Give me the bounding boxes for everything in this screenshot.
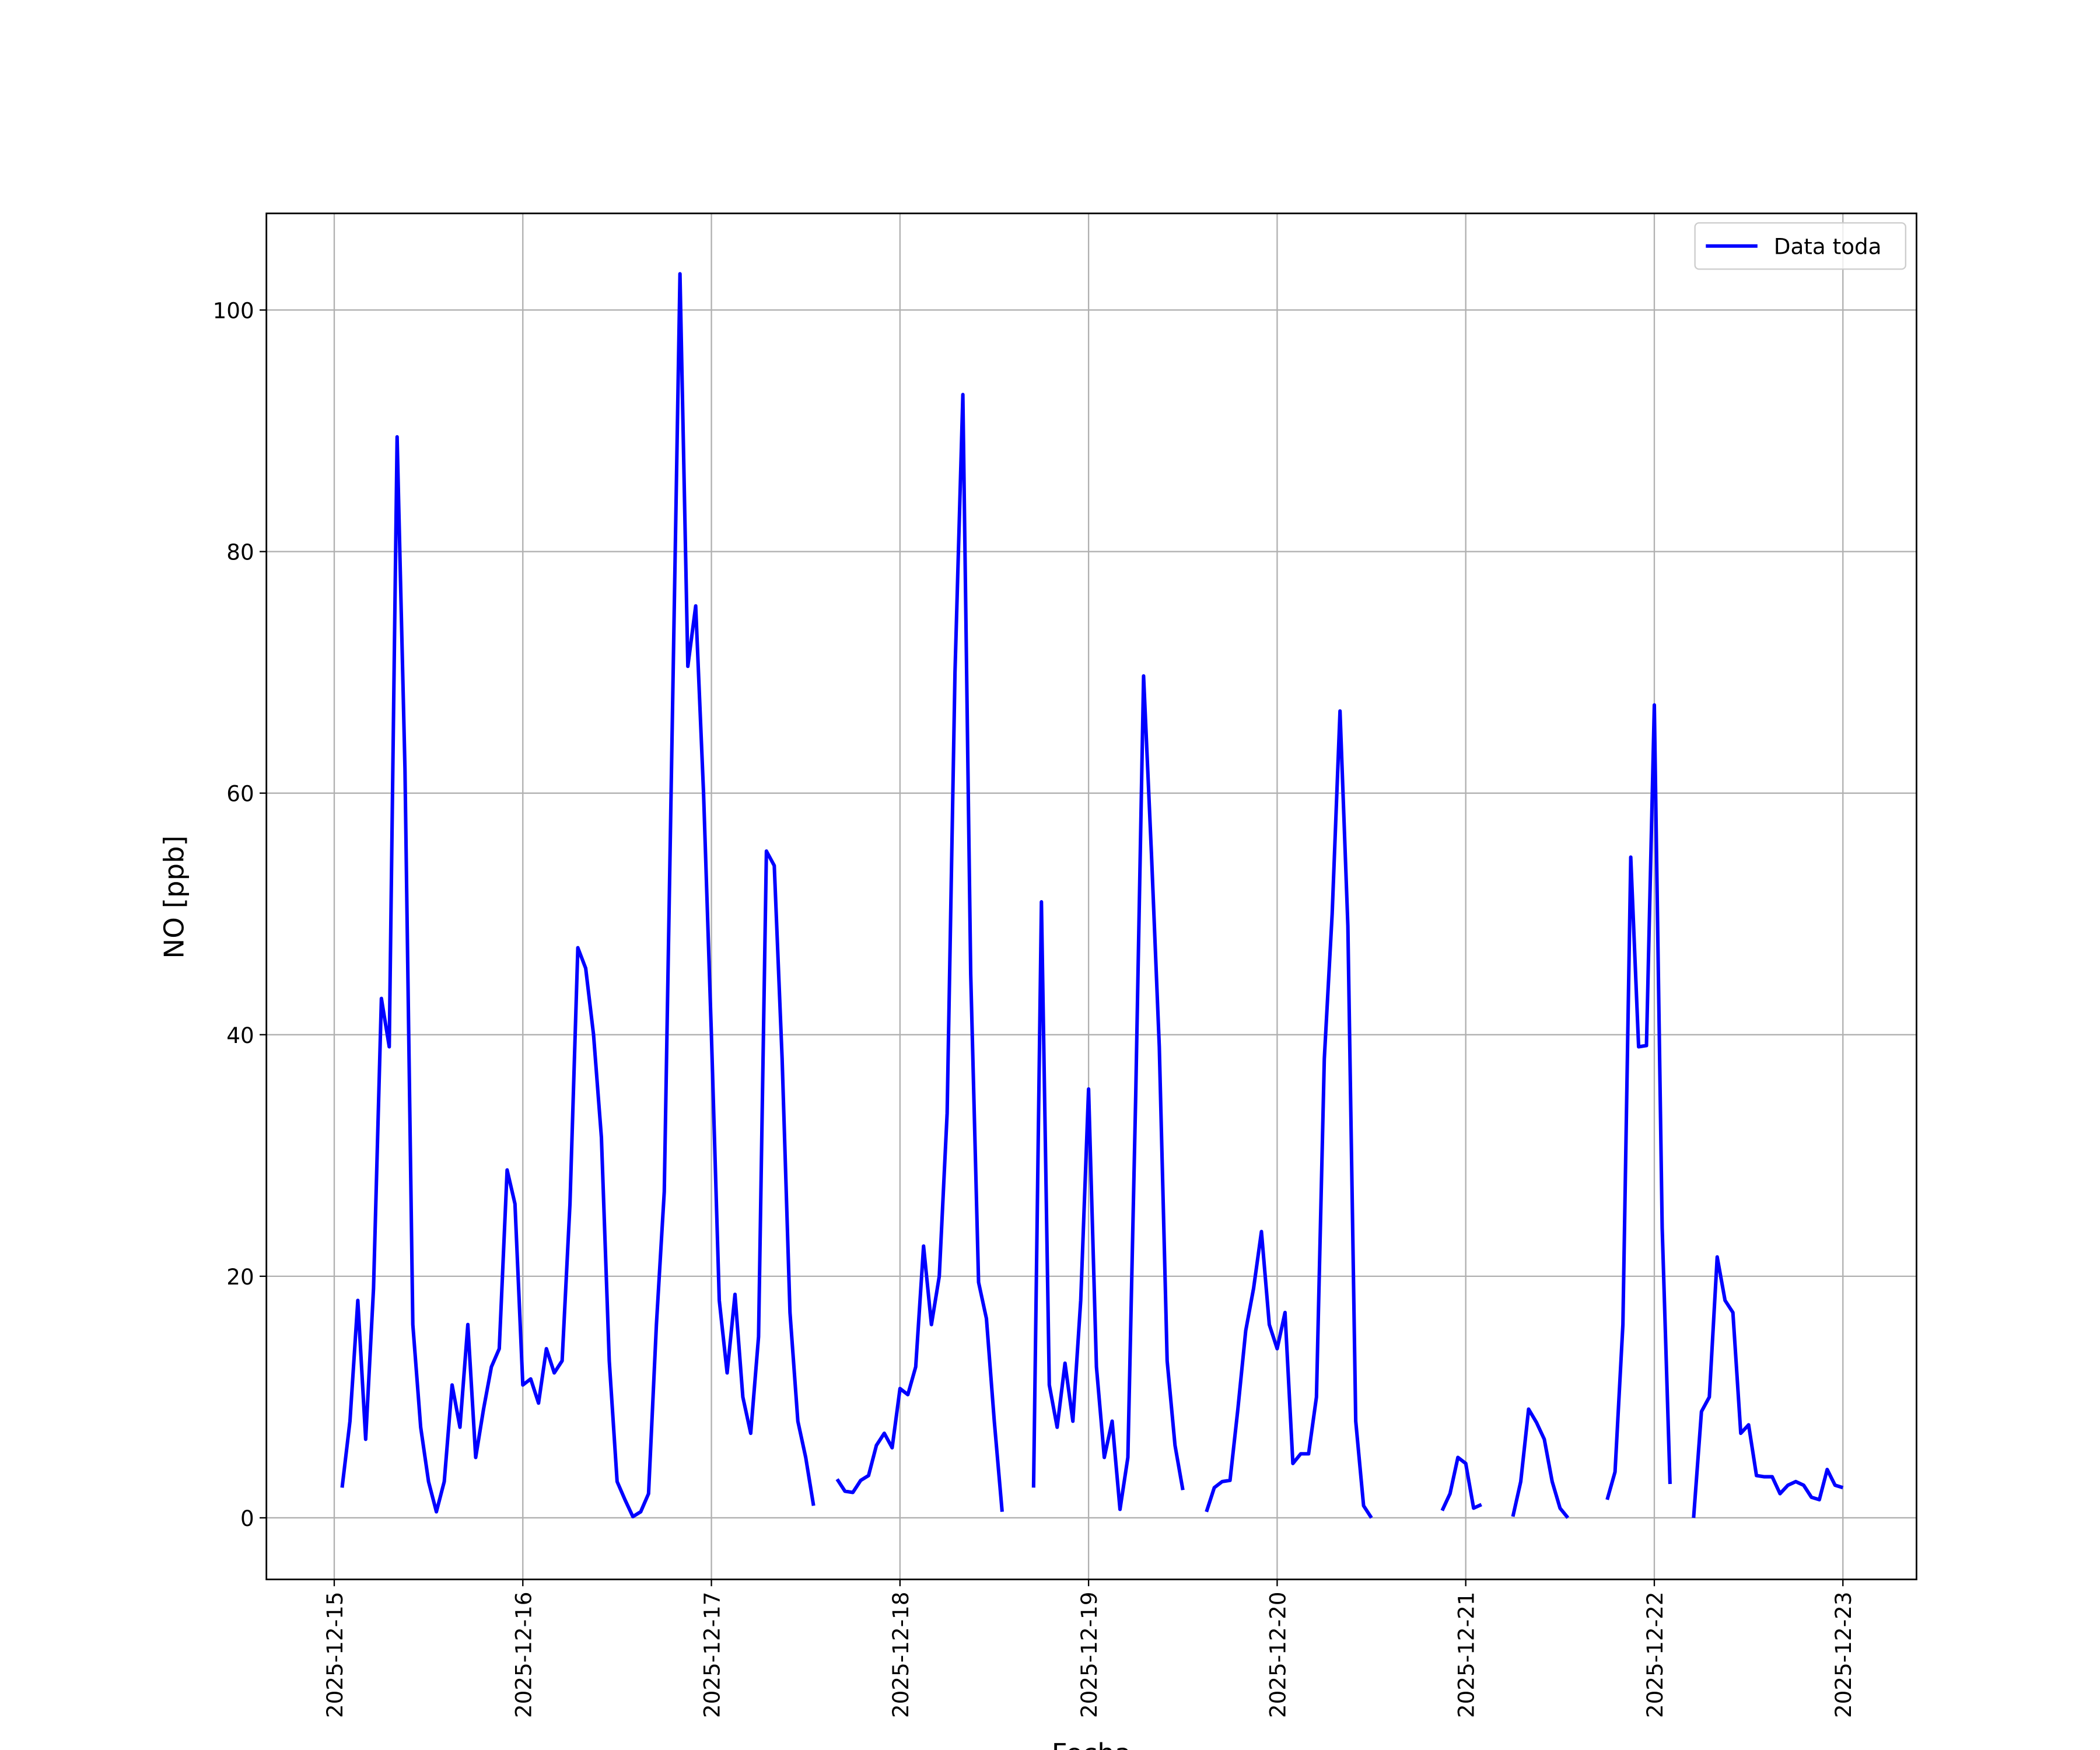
y-tick-label: 0	[240, 1506, 254, 1531]
x-tick-label: 2025-12-18	[888, 1592, 914, 1718]
y-tick-label: 40	[226, 1023, 254, 1048]
y-axis-label: NO [ppb]	[159, 835, 190, 958]
x-tick-label: 2025-12-17	[699, 1592, 725, 1718]
plot-frame	[265, 212, 1917, 1580]
y-tick-label: 20	[226, 1264, 254, 1290]
data-line	[340, 272, 1844, 1519]
legend: Data toda	[1694, 222, 1906, 270]
legend-box	[1694, 222, 1906, 270]
x-tick-label: 2025-12-22	[1642, 1592, 1668, 1718]
x-tick-label: 2025-12-20	[1265, 1592, 1290, 1718]
y-tick-label: 60	[226, 781, 254, 807]
x-axis-label: Fecha	[1052, 1738, 1132, 1750]
x-tick-label: 2025-12-23	[1831, 1592, 1856, 1718]
x-tick-label: 2025-12-16	[510, 1592, 536, 1718]
y-tick-label: 100	[213, 298, 254, 323]
x-tick-label: 2025-12-21	[1454, 1592, 1479, 1718]
x-tick-label: 2025-12-15	[322, 1592, 348, 1718]
y-tick-label: 80	[226, 540, 254, 565]
legend-label: Data toda	[1774, 234, 1882, 260]
x-tick-label: 2025-12-19	[1076, 1592, 1102, 1718]
